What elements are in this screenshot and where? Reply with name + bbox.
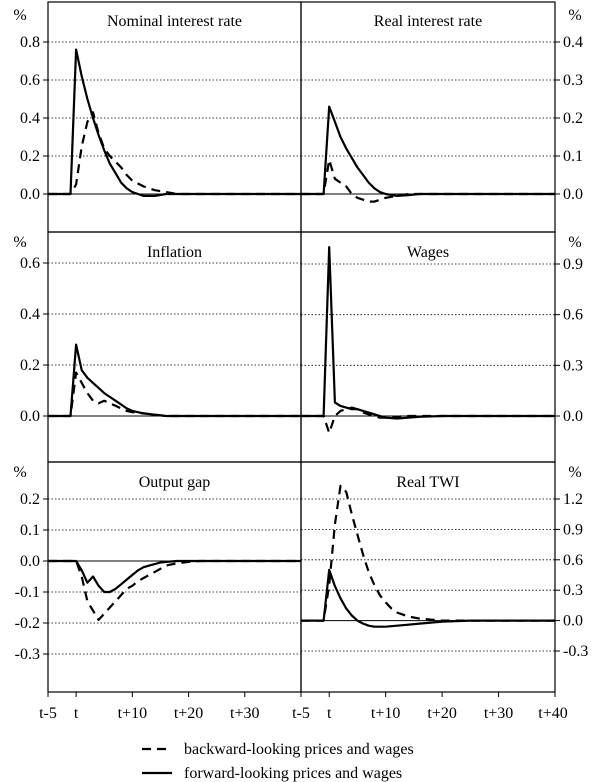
forward-looking-series-line xyxy=(301,105,555,197)
panel-frame xyxy=(300,231,556,463)
y-tick-label: 0.2 xyxy=(20,491,40,508)
backward-looking-series-line xyxy=(301,406,555,434)
y-tick-label: 0.9 xyxy=(563,256,583,273)
y-tick-label: 1.2 xyxy=(563,491,583,508)
x-tick-label: t+20 xyxy=(427,705,456,722)
x-tick-label: t xyxy=(327,705,332,722)
y-unit-label: % xyxy=(13,464,26,481)
y-tick-label: 0.0 xyxy=(563,613,583,630)
y-tick-label: 0.6 xyxy=(563,552,583,569)
y-tick-label: 0.0 xyxy=(563,186,583,203)
panel-inflation: 0.0 0.2 0.4 0.6% Inflation xyxy=(13,231,302,463)
backward-looking-series-line xyxy=(48,559,301,622)
y-tick-label: 0.1 xyxy=(563,148,583,165)
chart-panels: 0.00.20.40.60.8% Nominal interest rate0.0… xyxy=(13,1,588,693)
x-tick-label: t+30 xyxy=(484,705,513,722)
y-tick-label: 0.2 xyxy=(20,357,40,374)
y-tick-label: -0.3 xyxy=(563,643,588,660)
y-tick-label: 0.3 xyxy=(563,357,583,374)
y-tick-label: 0.0 xyxy=(20,553,40,570)
legend-forward-label: forward-looking prices and wages xyxy=(184,765,402,782)
y-unit-label: % xyxy=(13,7,26,24)
backward-looking-series-line xyxy=(301,484,555,622)
y-tick-label: 0.0 xyxy=(20,186,40,203)
y-tick-label: -0.3 xyxy=(15,646,40,663)
panel-frame xyxy=(300,461,556,693)
x-tick-label: t+10 xyxy=(371,705,400,722)
forward-looking-series-line xyxy=(48,343,301,418)
y-tick-label: 0.3 xyxy=(563,582,583,599)
y-tick-label: 0.2 xyxy=(20,148,40,165)
panel-title: Real TWI xyxy=(396,474,459,491)
y-unit-label: % xyxy=(568,234,581,251)
panel-title: Real interest rate xyxy=(374,13,482,30)
legend: backward-looking prices and wages forwar… xyxy=(142,741,414,782)
panel-title: Output gap xyxy=(139,474,211,491)
panel-frame xyxy=(300,1,556,233)
y-tick-label: 0.1 xyxy=(20,522,40,539)
x-tick-label: t-5 xyxy=(292,705,310,722)
y-unit-label: % xyxy=(568,464,581,481)
y-unit-label: % xyxy=(568,7,581,24)
forward-looking-series-line xyxy=(48,559,301,594)
y-tick-label: 0.8 xyxy=(20,34,40,51)
x-axis: t-5 t t+10 t+20 t+30 t-5 t t+10 t+20 t+30 t+40 xyxy=(39,692,568,722)
forward-looking-series-line xyxy=(301,568,555,628)
y-tick-label: -0.2 xyxy=(15,615,40,632)
x-tick-label: t-5 xyxy=(39,705,57,722)
x-tick-label: t xyxy=(74,705,79,722)
forward-looking-series-line xyxy=(48,48,301,197)
y-tick-label: 0.9 xyxy=(563,521,583,538)
panel-nominal-interest-rate: 0.0 0.2 0.4 0.6 0.8% Nominal interest rate xyxy=(13,1,302,233)
panel-wages: 0.0 0.3 0.6 0.9% Wages xyxy=(300,231,583,463)
backward-looking-series-line xyxy=(48,111,301,196)
y-tick-label: 0.4 xyxy=(20,306,40,323)
panel-title: Wages xyxy=(407,244,449,261)
y-tick-label: 0.4 xyxy=(563,34,583,51)
y-tick-label: 0.0 xyxy=(20,408,40,425)
panel-title: Inflation xyxy=(147,244,202,261)
backward-looking-series-line xyxy=(48,371,301,418)
panel-frame xyxy=(47,231,302,463)
y-tick-label: 0.0 xyxy=(563,408,583,425)
y-tick-label: 0.6 xyxy=(20,255,40,272)
panel-frame xyxy=(47,1,302,233)
y-tick-label: 0.6 xyxy=(563,307,583,324)
x-tick-label: t+10 xyxy=(118,705,147,722)
x-tick-label: t+20 xyxy=(174,705,203,722)
y-tick-label: -0.1 xyxy=(15,584,40,601)
panel-output-gap: -0.3 -0.2 -0.1 0.0 0.1 0.2% Output gap xyxy=(13,461,302,693)
x-tick-label: t+40 xyxy=(538,705,567,722)
y-tick-label: 0.6 xyxy=(20,72,40,89)
y-tick-label: 0.4 xyxy=(20,110,40,127)
panel-real-twi: -0.3 0.0 0.3 0.6 0.9 1.2% Real TWI xyxy=(300,461,588,693)
y-unit-label: % xyxy=(13,234,26,251)
panel-title: Nominal interest rate xyxy=(107,13,242,30)
forward-looking-series-line xyxy=(301,246,555,420)
panel-real-interest-rate: 0.0 0.1 0.2 0.3 0.4% Real interest rate xyxy=(300,1,583,233)
y-tick-label: 0.3 xyxy=(563,72,583,89)
backward-looking-series-line xyxy=(301,158,555,203)
x-tick-label: t+30 xyxy=(230,705,259,722)
y-tick-label: 0.2 xyxy=(563,110,583,127)
legend-backward-label: backward-looking prices and wages xyxy=(184,741,414,758)
